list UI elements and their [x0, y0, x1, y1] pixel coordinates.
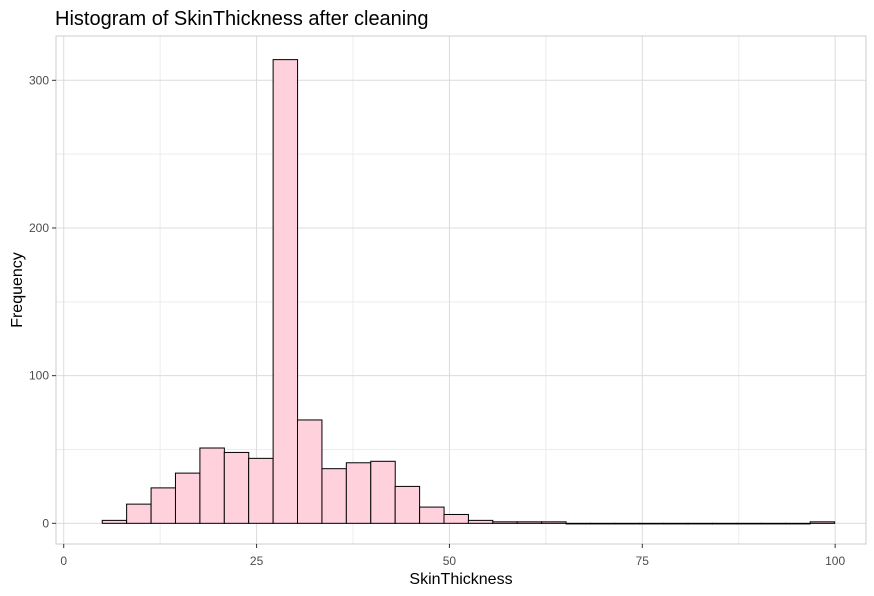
- histogram-bar: [223, 451, 250, 524]
- y-tick-label: 100: [29, 369, 49, 383]
- histogram-bar: [248, 457, 274, 524]
- histogram-bar: [150, 487, 177, 524]
- histogram-bar: [101, 519, 128, 524]
- histogram-bar: [565, 522, 591, 525]
- x-axis-ticks: 0 25 50 75 100: [60, 544, 845, 568]
- x-tick-label: 100: [825, 554, 845, 568]
- histogram-bar: [370, 460, 396, 524]
- histogram-bar: [467, 519, 494, 524]
- histogram-bar: [614, 522, 640, 525]
- histogram-bar: [638, 522, 665, 525]
- histogram-bar: [785, 522, 811, 525]
- x-tick-label: 75: [636, 554, 650, 568]
- y-tick-label: 0: [42, 516, 49, 530]
- histogram-bar: [321, 468, 347, 524]
- histogram-bar: [663, 522, 689, 525]
- histogram-bar: [296, 419, 323, 524]
- histogram-bar: [199, 447, 225, 524]
- histogram-bar: [492, 521, 518, 524]
- histogram-bar: [712, 522, 738, 525]
- histogram-bar: [809, 521, 836, 524]
- grid-lines: [56, 36, 866, 544]
- histogram-bar: [589, 522, 616, 525]
- x-tick-label: 25: [250, 554, 264, 568]
- y-axis-ticks: 0 100 200 300: [29, 73, 56, 530]
- histogram-bar: [760, 522, 787, 525]
- histogram-bars: [101, 59, 836, 525]
- histogram-bar: [736, 522, 762, 525]
- y-tick-label: 300: [29, 73, 49, 87]
- histogram-bar: [272, 59, 299, 524]
- histogram-bar: [394, 485, 421, 524]
- histogram-bar: [443, 513, 469, 524]
- x-axis-title: SkinThickness: [409, 571, 512, 588]
- histogram-bar: [419, 506, 445, 524]
- histogram-bar: [174, 472, 201, 524]
- histogram-bar: [541, 521, 567, 524]
- plot-panel-border: [55, 35, 867, 545]
- y-axis-title: Frequency: [9, 252, 26, 328]
- x-tick-label: 50: [443, 554, 457, 568]
- y-tick-label: 200: [29, 221, 49, 235]
- chart-title: Histogram of SkinThickness after cleanin…: [55, 8, 429, 30]
- histogram-bar: [126, 503, 152, 524]
- histogram-bar: [687, 522, 714, 525]
- x-tick-label: 0: [60, 554, 67, 568]
- histogram-bar: [345, 462, 372, 524]
- histogram-bar: [516, 521, 543, 524]
